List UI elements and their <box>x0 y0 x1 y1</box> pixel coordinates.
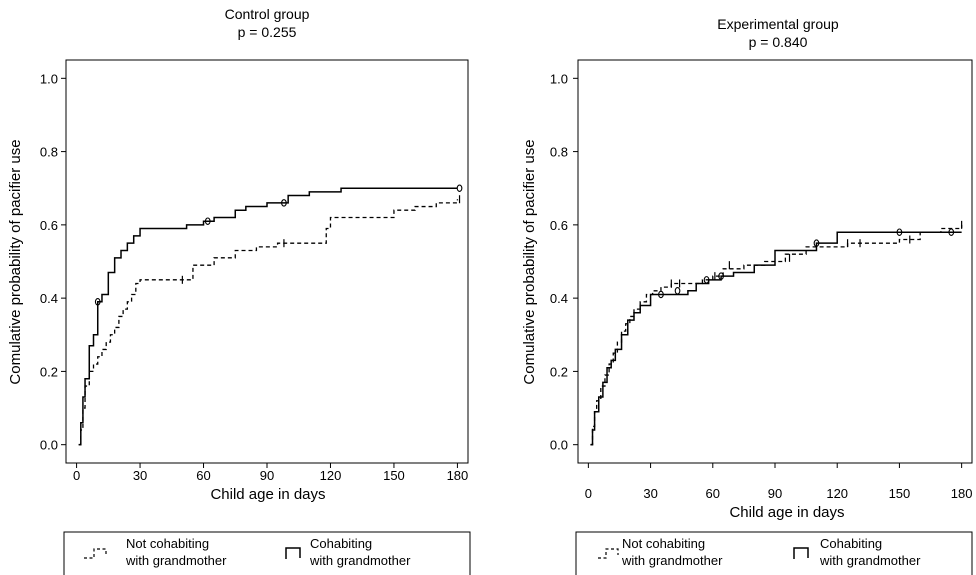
legend-label-line2: with grandmother <box>125 553 227 568</box>
plot-frame <box>65 59 469 464</box>
y-tick-label: 0.6 <box>40 218 58 233</box>
censor-mark <box>674 287 681 295</box>
censor-mark <box>703 276 710 284</box>
censor-mark <box>204 217 211 225</box>
legend: Not cohabiting with grandmother Cohabiti… <box>575 531 973 575</box>
x-tick-label: 60 <box>196 468 210 483</box>
censor-mark <box>281 199 287 207</box>
x-axis-label: Child age in days <box>210 486 325 503</box>
x-tick-label: 150 <box>889 486 911 501</box>
censor-mark <box>658 290 664 299</box>
legend-label-line1: Not cohabiting <box>622 536 705 551</box>
legend-box <box>575 531 973 575</box>
y-axis-label: Comulative probability of pacifier use <box>521 139 538 384</box>
legend-label-line1: Cohabiting <box>820 536 882 551</box>
series-line-not-cohabiting <box>590 224 963 446</box>
x-axis: 0 30 60 90 120 150 180 <box>585 463 973 501</box>
y-tick-label: 0.6 <box>550 218 568 233</box>
x-tick-label: 0 <box>585 486 592 501</box>
legend-swatch-dashed <box>598 548 619 559</box>
censor-mark <box>948 228 955 236</box>
x-tick-label: 0 <box>73 468 80 483</box>
y-tick-label: 0.2 <box>550 364 568 379</box>
y-axis-label: Comulative probability of pacifier use <box>7 139 24 384</box>
legend-label-line1: Not cohabiting <box>126 536 209 551</box>
x-tick-label: 90 <box>768 486 782 501</box>
chart-subtitle: p = 0.840 <box>749 34 808 50</box>
x-tick-label: 30 <box>643 486 657 501</box>
censor-mark <box>456 184 463 192</box>
censor-mark <box>718 272 724 280</box>
x-axis-label: Child age in days <box>729 504 844 521</box>
y-axis: 0.0 0.2 0.4 0.6 0.8 1.0 <box>40 71 66 453</box>
y-axis: 0.0 0.2 0.4 0.6 0.8 1.0 <box>550 71 578 453</box>
x-tick-label: 30 <box>133 468 147 483</box>
censor-mark <box>94 298 101 306</box>
x-tick-label: 120 <box>826 486 848 501</box>
x-tick-label: 150 <box>383 468 405 483</box>
x-tick-label: 120 <box>320 468 342 483</box>
legend: Not cohabiting with grandmother Cohabiti… <box>63 531 471 575</box>
y-tick-label: 0.2 <box>40 364 58 379</box>
legend-swatch-solid <box>285 547 301 559</box>
x-tick-label: 60 <box>706 486 720 501</box>
legend-label-line1: Cohabiting <box>310 536 372 551</box>
censor-mark <box>896 228 903 236</box>
y-tick-label: 0.0 <box>40 438 58 453</box>
series-line-not-cohabiting <box>78 199 459 446</box>
censor-mark <box>813 239 820 247</box>
x-axis: 0 30 60 90 120 150 180 <box>73 463 468 483</box>
x-tick-label: 180 <box>447 468 469 483</box>
legend-swatch-solid <box>793 547 809 559</box>
x-tick-label: 180 <box>951 486 973 501</box>
series-line-cohabiting <box>78 187 458 446</box>
chart-subtitle: p = 0.255 <box>238 24 297 40</box>
legend-box <box>63 531 471 575</box>
y-tick-label: 0.8 <box>550 145 568 160</box>
y-tick-label: 0.4 <box>40 291 58 306</box>
y-tick-label: 1.0 <box>550 71 568 86</box>
legend-label-line2: with grandmother <box>309 553 411 568</box>
legend-swatch-dashed <box>84 548 107 559</box>
plot-area <box>590 220 963 446</box>
series-line-cohabiting <box>590 231 962 446</box>
y-tick-label: 0.8 <box>40 145 58 160</box>
legend-label-line2: with grandmother <box>819 553 921 568</box>
chart-title: Experimental group <box>717 16 839 32</box>
y-tick-label: 1.0 <box>40 71 58 86</box>
y-tick-label: 0.4 <box>550 291 568 306</box>
chart-title: Control group <box>225 6 310 22</box>
y-tick-label: 0.0 <box>550 438 568 453</box>
chart-experimental-group: Experimental group p = 0.840 0.00.20.40.… <box>521 16 973 575</box>
x-tick-label: 90 <box>260 468 274 483</box>
legend-label-line2: with grandmother <box>621 553 723 568</box>
plot-area <box>78 184 463 446</box>
chart-control-group: Control group p = 0.255 0.0 0.2 0.4 0.6 0.8 1… <box>7 6 471 575</box>
